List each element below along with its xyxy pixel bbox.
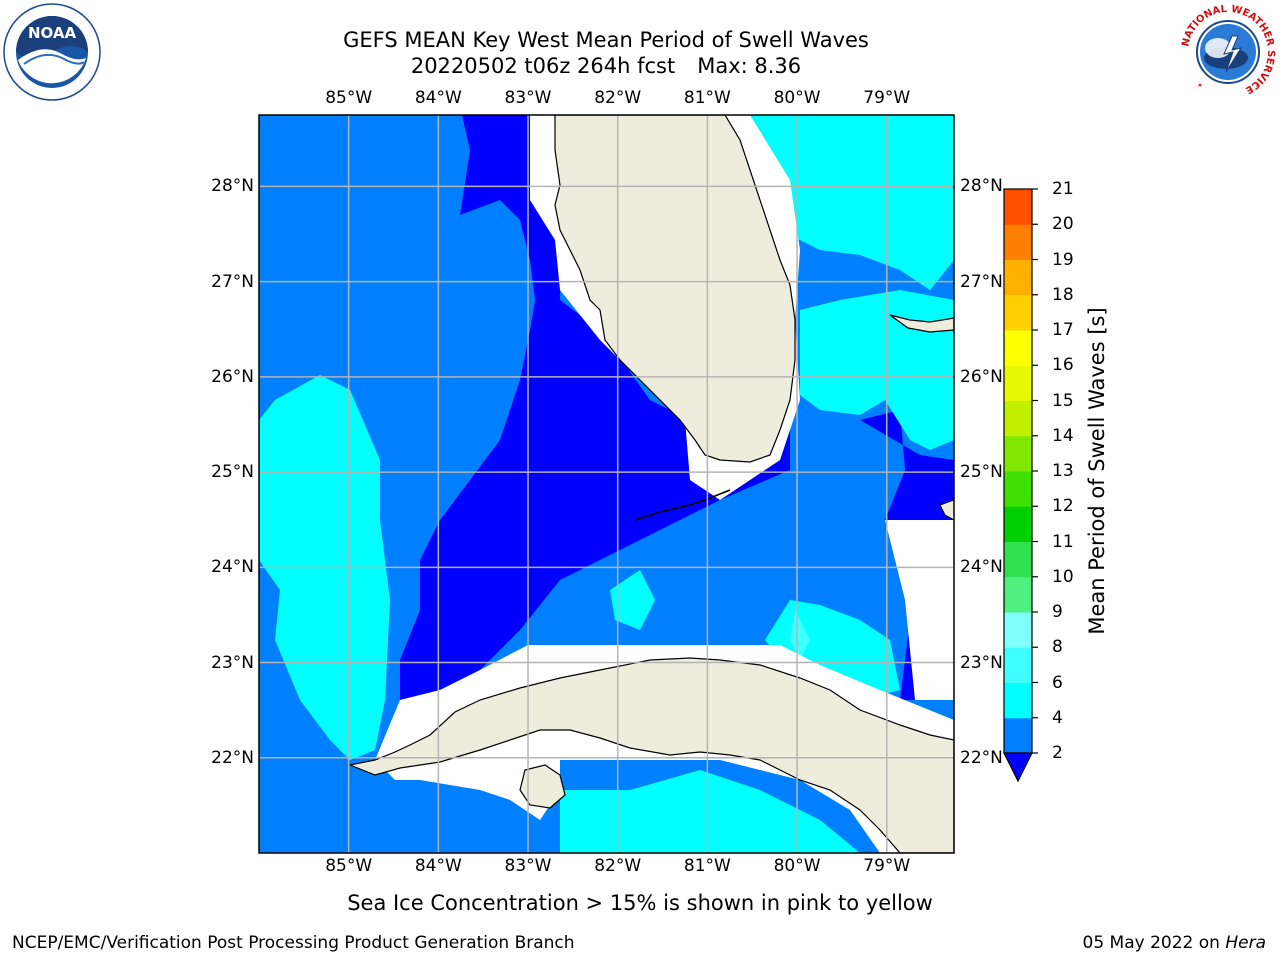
colorbar-swatch — [1004, 576, 1032, 613]
no-data-area — [530, 115, 800, 500]
colorbar-swatch — [1004, 330, 1032, 366]
chart-title: GEFS MEAN Key West Mean Period of Swell … — [343, 28, 869, 52]
land-cuba — [347, 657, 954, 853]
colorbar-swatch — [1004, 682, 1032, 719]
lat-label-right: 22°N — [960, 747, 1003, 768]
colorbar-swatch — [1004, 471, 1032, 507]
colorbar-tick-label: 13 — [1052, 461, 1074, 481]
field-below-2s — [860, 410, 954, 700]
lon-label-top: 81°W — [683, 88, 731, 108]
colorbar-swatch — [1004, 506, 1032, 542]
colorbar-tick-label: 16 — [1052, 355, 1074, 376]
lat-label-left: 25°N — [211, 462, 254, 483]
field-2-4s — [259, 115, 954, 853]
lat-label-right: 23°N — [960, 652, 1003, 673]
land-florida — [554, 115, 796, 463]
colorbar-tick-label: 8 — [1052, 637, 1063, 658]
lon-label-top: 82°W — [594, 88, 642, 108]
colorbar-tick-label: 15 — [1052, 390, 1074, 411]
colorbar-swatch — [1004, 717, 1032, 754]
lon-label-bottom: 80°W — [773, 856, 821, 876]
colorbar-tick-label: 12 — [1052, 496, 1074, 517]
land-andros — [939, 499, 954, 521]
lat-label-right: 27°N — [960, 271, 1003, 292]
land-bahamas — [889, 314, 954, 333]
lat-label-right: 24°N — [960, 557, 1003, 578]
colorbar-tick-label: 19 — [1052, 249, 1074, 270]
max-value-label: Max: 8.36 — [697, 54, 802, 78]
colorbar-swatch — [1004, 259, 1032, 296]
colorbar-tick-label: 21 — [1052, 179, 1074, 199]
colorbar-tick-label: 2 — [1052, 743, 1063, 763]
lat-label-left: 24°N — [211, 557, 254, 578]
lon-label-top: 83°W — [504, 88, 552, 108]
colorbar-tick-label: 18 — [1052, 284, 1074, 305]
colorbar-tick-label: 6 — [1052, 672, 1063, 693]
colorbar-outline — [1003, 188, 1033, 754]
colorbar-swatch — [1004, 365, 1032, 401]
nws-logo-icon: NATIONAL WEATHER SERVICE — [1180, 4, 1276, 99]
colorbar-tick-label: 9 — [1052, 602, 1063, 622]
lon-label-top: 79°W — [863, 88, 911, 108]
lon-label-bottom: 85°W — [325, 856, 373, 876]
colorbar-swatch — [1004, 400, 1032, 437]
lat-label-left: 27°N — [211, 271, 254, 292]
colorbar-swatch — [1004, 224, 1032, 260]
field-4-6s — [560, 770, 860, 853]
colorbar-swatch — [1004, 435, 1032, 472]
map-frame — [258, 114, 955, 854]
chart-subtitle: 20220502 t06z 264h fcst Max: 8.36 — [256, 53, 956, 79]
lon-label-bottom: 79°W — [863, 856, 911, 876]
colorbar-tick-label: 4 — [1052, 707, 1063, 728]
forecast-date-label: 20220502 t06z 264h fcst — [410, 54, 676, 78]
footer-credit: NCEP/EMC/Verification Post Processing Pr… — [12, 933, 575, 953]
lat-label-left: 28°N — [211, 176, 254, 197]
field-below-2s — [400, 115, 790, 700]
svg-text:NOAA: NOAA — [28, 24, 77, 42]
lat-label-right: 28°N — [960, 176, 1003, 197]
no-data-area — [885, 520, 954, 700]
land-florida-keys — [634, 489, 731, 521]
colorbar-swatch — [1004, 541, 1032, 578]
footer-date-text: 05 May 2022 on — [1082, 933, 1220, 953]
colorbar-under-extend — [1003, 752, 1033, 783]
colorbar-swatch — [1004, 294, 1032, 331]
field-4-6s — [765, 600, 900, 700]
map-gridlines — [259, 115, 954, 853]
field-4-6s — [750, 115, 954, 290]
colorbar-tick-label: 10 — [1052, 566, 1074, 587]
lat-label-right: 26°N — [960, 366, 1003, 387]
field-4-6s — [259, 375, 390, 760]
lat-label-left: 26°N — [211, 366, 254, 387]
colorbar-tick-label: 17 — [1052, 320, 1074, 340]
map-plot-area — [259, 115, 954, 853]
no-data-area — [375, 645, 954, 853]
lon-label-bottom: 82°W — [594, 856, 642, 876]
noaa-logo-icon: NOAA — [3, 3, 101, 101]
lon-label-top: 85°W — [325, 88, 373, 108]
colorbar-swatch — [1004, 189, 1032, 225]
land-isle-of-youth — [519, 764, 566, 809]
lon-label-bottom: 84°W — [414, 856, 462, 876]
colorbar-tick-label: 14 — [1052, 425, 1074, 446]
lon-label-bottom: 81°W — [683, 856, 731, 876]
colorbar-swatch — [1004, 612, 1032, 648]
footer-host: Hera — [1225, 933, 1266, 953]
colorbar — [1003, 188, 1038, 783]
colorbar-tick-label: 20 — [1052, 214, 1074, 235]
lon-label-top: 84°W — [414, 88, 462, 108]
lon-label-top: 80°W — [773, 88, 821, 108]
lon-label-bottom: 83°W — [504, 856, 552, 876]
lat-label-right: 25°N — [960, 462, 1003, 483]
colorbar-swatch — [1004, 647, 1032, 683]
footer-date: 05 May 2022 on Hera — [1083, 932, 1267, 954]
field-4-6s — [610, 570, 655, 630]
field-4-6s — [800, 290, 954, 450]
colorbar-tick-label: 11 — [1052, 531, 1074, 552]
sea-ice-caption: Sea Ice Concentration > 15% is shown in … — [347, 891, 933, 915]
lat-label-left: 23°N — [211, 652, 254, 673]
colorbar-label: Mean Period of Swell Waves [s] — [1085, 307, 1109, 635]
lat-label-left: 22°N — [211, 747, 254, 768]
field-6-8s — [790, 610, 810, 660]
